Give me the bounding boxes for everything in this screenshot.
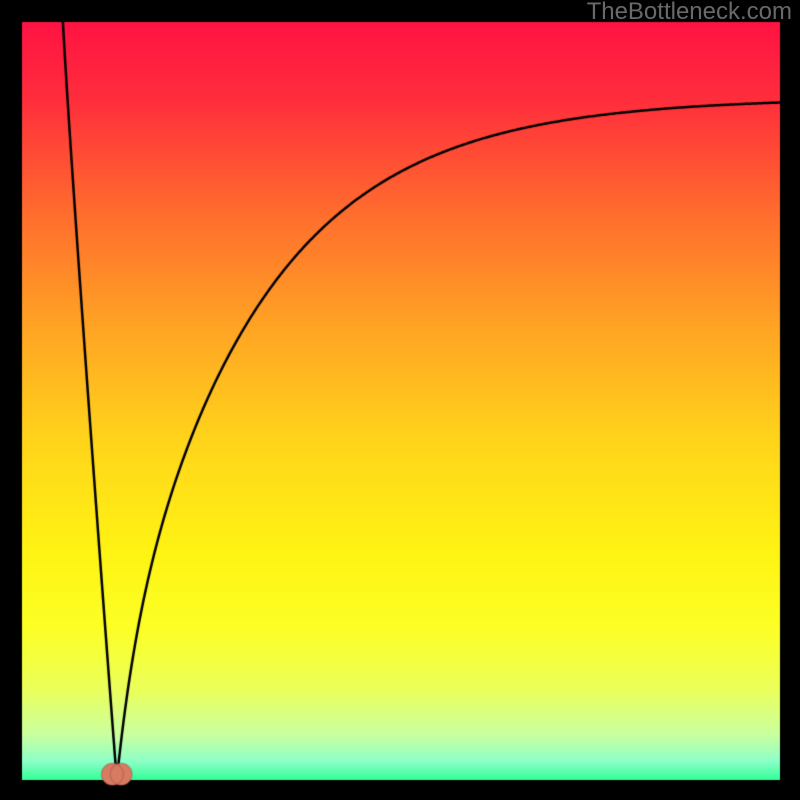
- bottleneck-chart-canvas: [0, 0, 800, 800]
- watermark-text: TheBottleneck.com: [587, 0, 792, 26]
- chart-container: TheBottleneck.com: [0, 0, 800, 800]
